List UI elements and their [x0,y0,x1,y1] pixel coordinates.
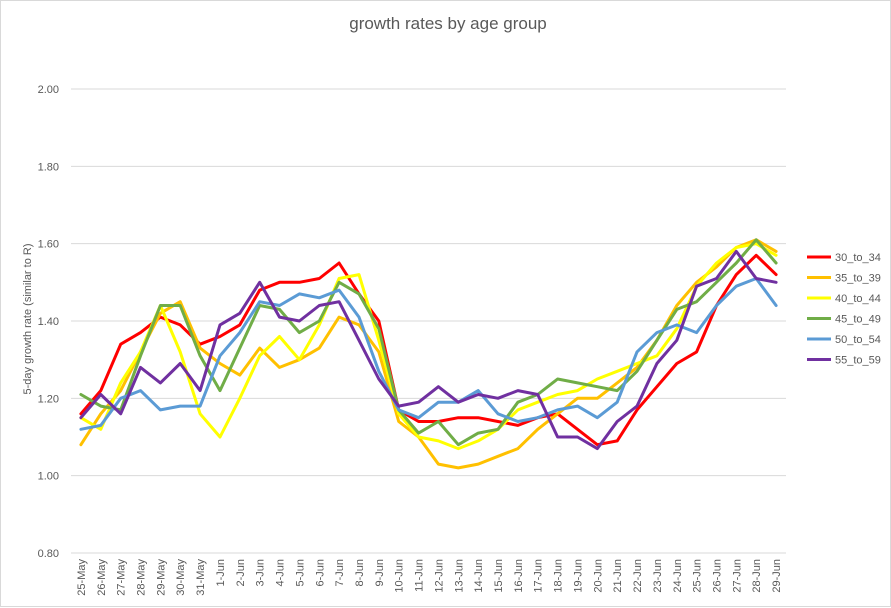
legend-label: 50_to_54 [835,334,881,346]
y-tick-labels: 0.80 1.00 1.20 1.40 1.60 1.80 2.00 [38,84,59,560]
x-tick-label: 25-May [76,559,88,596]
legend-label: 55_to_59 [835,355,881,367]
x-tick-label: 4-Jun [275,559,287,587]
series-line-50_to_54 [79,277,778,431]
series-lines [79,238,778,470]
x-tick-label: 26-May [96,559,108,596]
legend-label: 45_to_49 [835,314,881,326]
y-axis-label: 5-day growth rate (similar to R) [22,244,34,395]
legend-label: 40_to_44 [835,293,881,305]
x-tick-label: 24-Jun [672,559,684,593]
x-tick-label: 28-May [136,559,148,596]
x-tick-label: 11-Jun [414,559,426,592]
x-tick-label: 21-Jun [612,559,624,593]
x-tick-label: 31-May [195,559,207,596]
y-tick-label: 1.40 [38,316,59,328]
x-tick-label: 13-Jun [453,559,465,593]
x-tick-label: 29-Jun [771,559,783,593]
x-tick-label: 16-Jun [513,559,525,593]
y-tick-label: 2.00 [38,84,59,96]
y-tick-label: 1.00 [38,471,59,483]
x-tick-label: 18-Jun [553,559,565,593]
x-tick-label: 10-Jun [394,559,406,593]
x-tick-label: 17-Jun [533,559,545,593]
series-line-35_to_39 [79,238,778,470]
x-tick-label: 12-Jun [433,559,445,593]
legend-label: 30_to_34 [835,252,881,264]
y-tick-label: 1.20 [38,393,59,405]
x-tick-label: 2-Jun [235,559,247,587]
x-tick-label: 1-Jun [215,559,227,587]
x-tick-label: 5-Jun [294,559,306,587]
x-tick-label: 20-Jun [592,559,604,593]
series-line-40_to_44 [79,242,778,451]
x-tick-label: 26-Jun [711,559,723,593]
x-tick-label: 27-May [116,559,128,596]
x-tick-label: 15-Jun [493,559,505,593]
x-tick-label: 25-Jun [692,559,704,593]
legend: 30_to_34 35_to_39 40_to_44 45_to_49 50_to_54… [807,252,881,367]
x-tick-label: 30-May [175,559,187,596]
series-line-30_to_34 [79,253,778,447]
y-tick-label: 1.60 [38,239,59,251]
x-tick-label: 3-Jun [255,559,267,587]
x-tick-label: 14-Jun [473,559,485,593]
chart-title: growth rates by age group [349,14,547,33]
x-tick-label: 27-Jun [731,559,743,593]
x-tick-label: 9-Jun [374,559,386,587]
x-tick-label: 23-Jun [652,559,664,593]
x-tick-label: 22-Jun [632,559,644,593]
series-line-45_to_49 [79,238,778,447]
gridlines [71,88,786,554]
x-tick-label: 28-Jun [751,559,763,593]
x-tick-label: 8-Jun [354,559,366,587]
x-tick-label: 6-Jun [314,559,326,587]
series-line-55_to_59 [79,249,778,451]
x-tick-label: 29-May [155,559,167,596]
y-tick-label: 0.80 [38,548,59,560]
x-tick-label: 19-Jun [572,559,584,593]
y-tick-label: 1.80 [38,161,59,173]
legend-label: 35_to_39 [835,273,881,285]
x-tick-label: 7-Jun [334,559,346,587]
x-tick-labels: 25-May 26-May 27-May 28-May 29-May 30-May 31-M… [76,559,783,596]
